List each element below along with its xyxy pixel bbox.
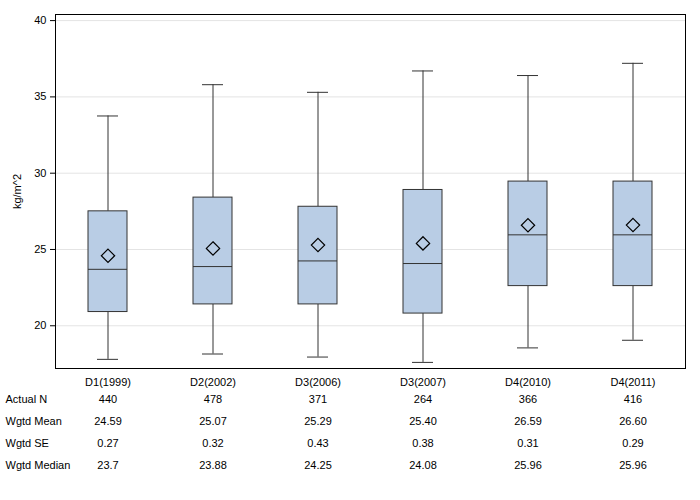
svg-text:371: 371 — [309, 393, 327, 405]
svg-text:D2(2002): D2(2002) — [190, 376, 236, 388]
svg-text:416: 416 — [624, 393, 642, 405]
svg-text:23.7: 23.7 — [97, 459, 118, 471]
svg-text:0.43: 0.43 — [307, 437, 328, 449]
svg-text:23.88: 23.88 — [199, 459, 227, 471]
svg-text:25.29: 25.29 — [304, 415, 332, 427]
svg-text:24.25: 24.25 — [304, 459, 332, 471]
svg-text:D3(2006): D3(2006) — [295, 376, 341, 388]
svg-text:25.40: 25.40 — [409, 415, 437, 427]
svg-text:478: 478 — [204, 393, 222, 405]
svg-text:25.96: 25.96 — [619, 459, 647, 471]
svg-text:Actual N: Actual N — [6, 393, 48, 405]
svg-text:D3(2007): D3(2007) — [400, 376, 446, 388]
svg-text:26.59: 26.59 — [514, 415, 542, 427]
svg-text:440: 440 — [99, 393, 117, 405]
svg-text:366: 366 — [519, 393, 537, 405]
svg-text:25.96: 25.96 — [514, 459, 542, 471]
svg-text:kg/m^2: kg/m^2 — [11, 174, 23, 209]
svg-text:26.60: 26.60 — [619, 415, 647, 427]
svg-text:0.29: 0.29 — [622, 437, 643, 449]
svg-text:Wgtd Median: Wgtd Median — [6, 459, 71, 471]
svg-text:24.59: 24.59 — [94, 415, 122, 427]
svg-text:25.07: 25.07 — [199, 415, 227, 427]
svg-text:Wgtd SE: Wgtd SE — [6, 437, 49, 449]
svg-text:0.27: 0.27 — [97, 437, 118, 449]
svg-text:264: 264 — [414, 393, 432, 405]
svg-text:0.31: 0.31 — [517, 437, 538, 449]
svg-text:24.08: 24.08 — [409, 459, 437, 471]
svg-text:D4(2010): D4(2010) — [505, 376, 551, 388]
svg-text:0.32: 0.32 — [202, 437, 223, 449]
svg-text:40: 40 — [34, 14, 46, 26]
svg-text:30: 30 — [34, 167, 46, 179]
svg-text:D1(1999): D1(1999) — [85, 376, 131, 388]
svg-text:D4(2011): D4(2011) — [610, 376, 655, 388]
svg-text:Wgtd Mean: Wgtd Mean — [6, 415, 62, 427]
svg-text:20: 20 — [34, 319, 46, 331]
svg-text:35: 35 — [34, 90, 46, 102]
svg-text:0.38: 0.38 — [412, 437, 433, 449]
svg-text:25: 25 — [34, 243, 46, 255]
